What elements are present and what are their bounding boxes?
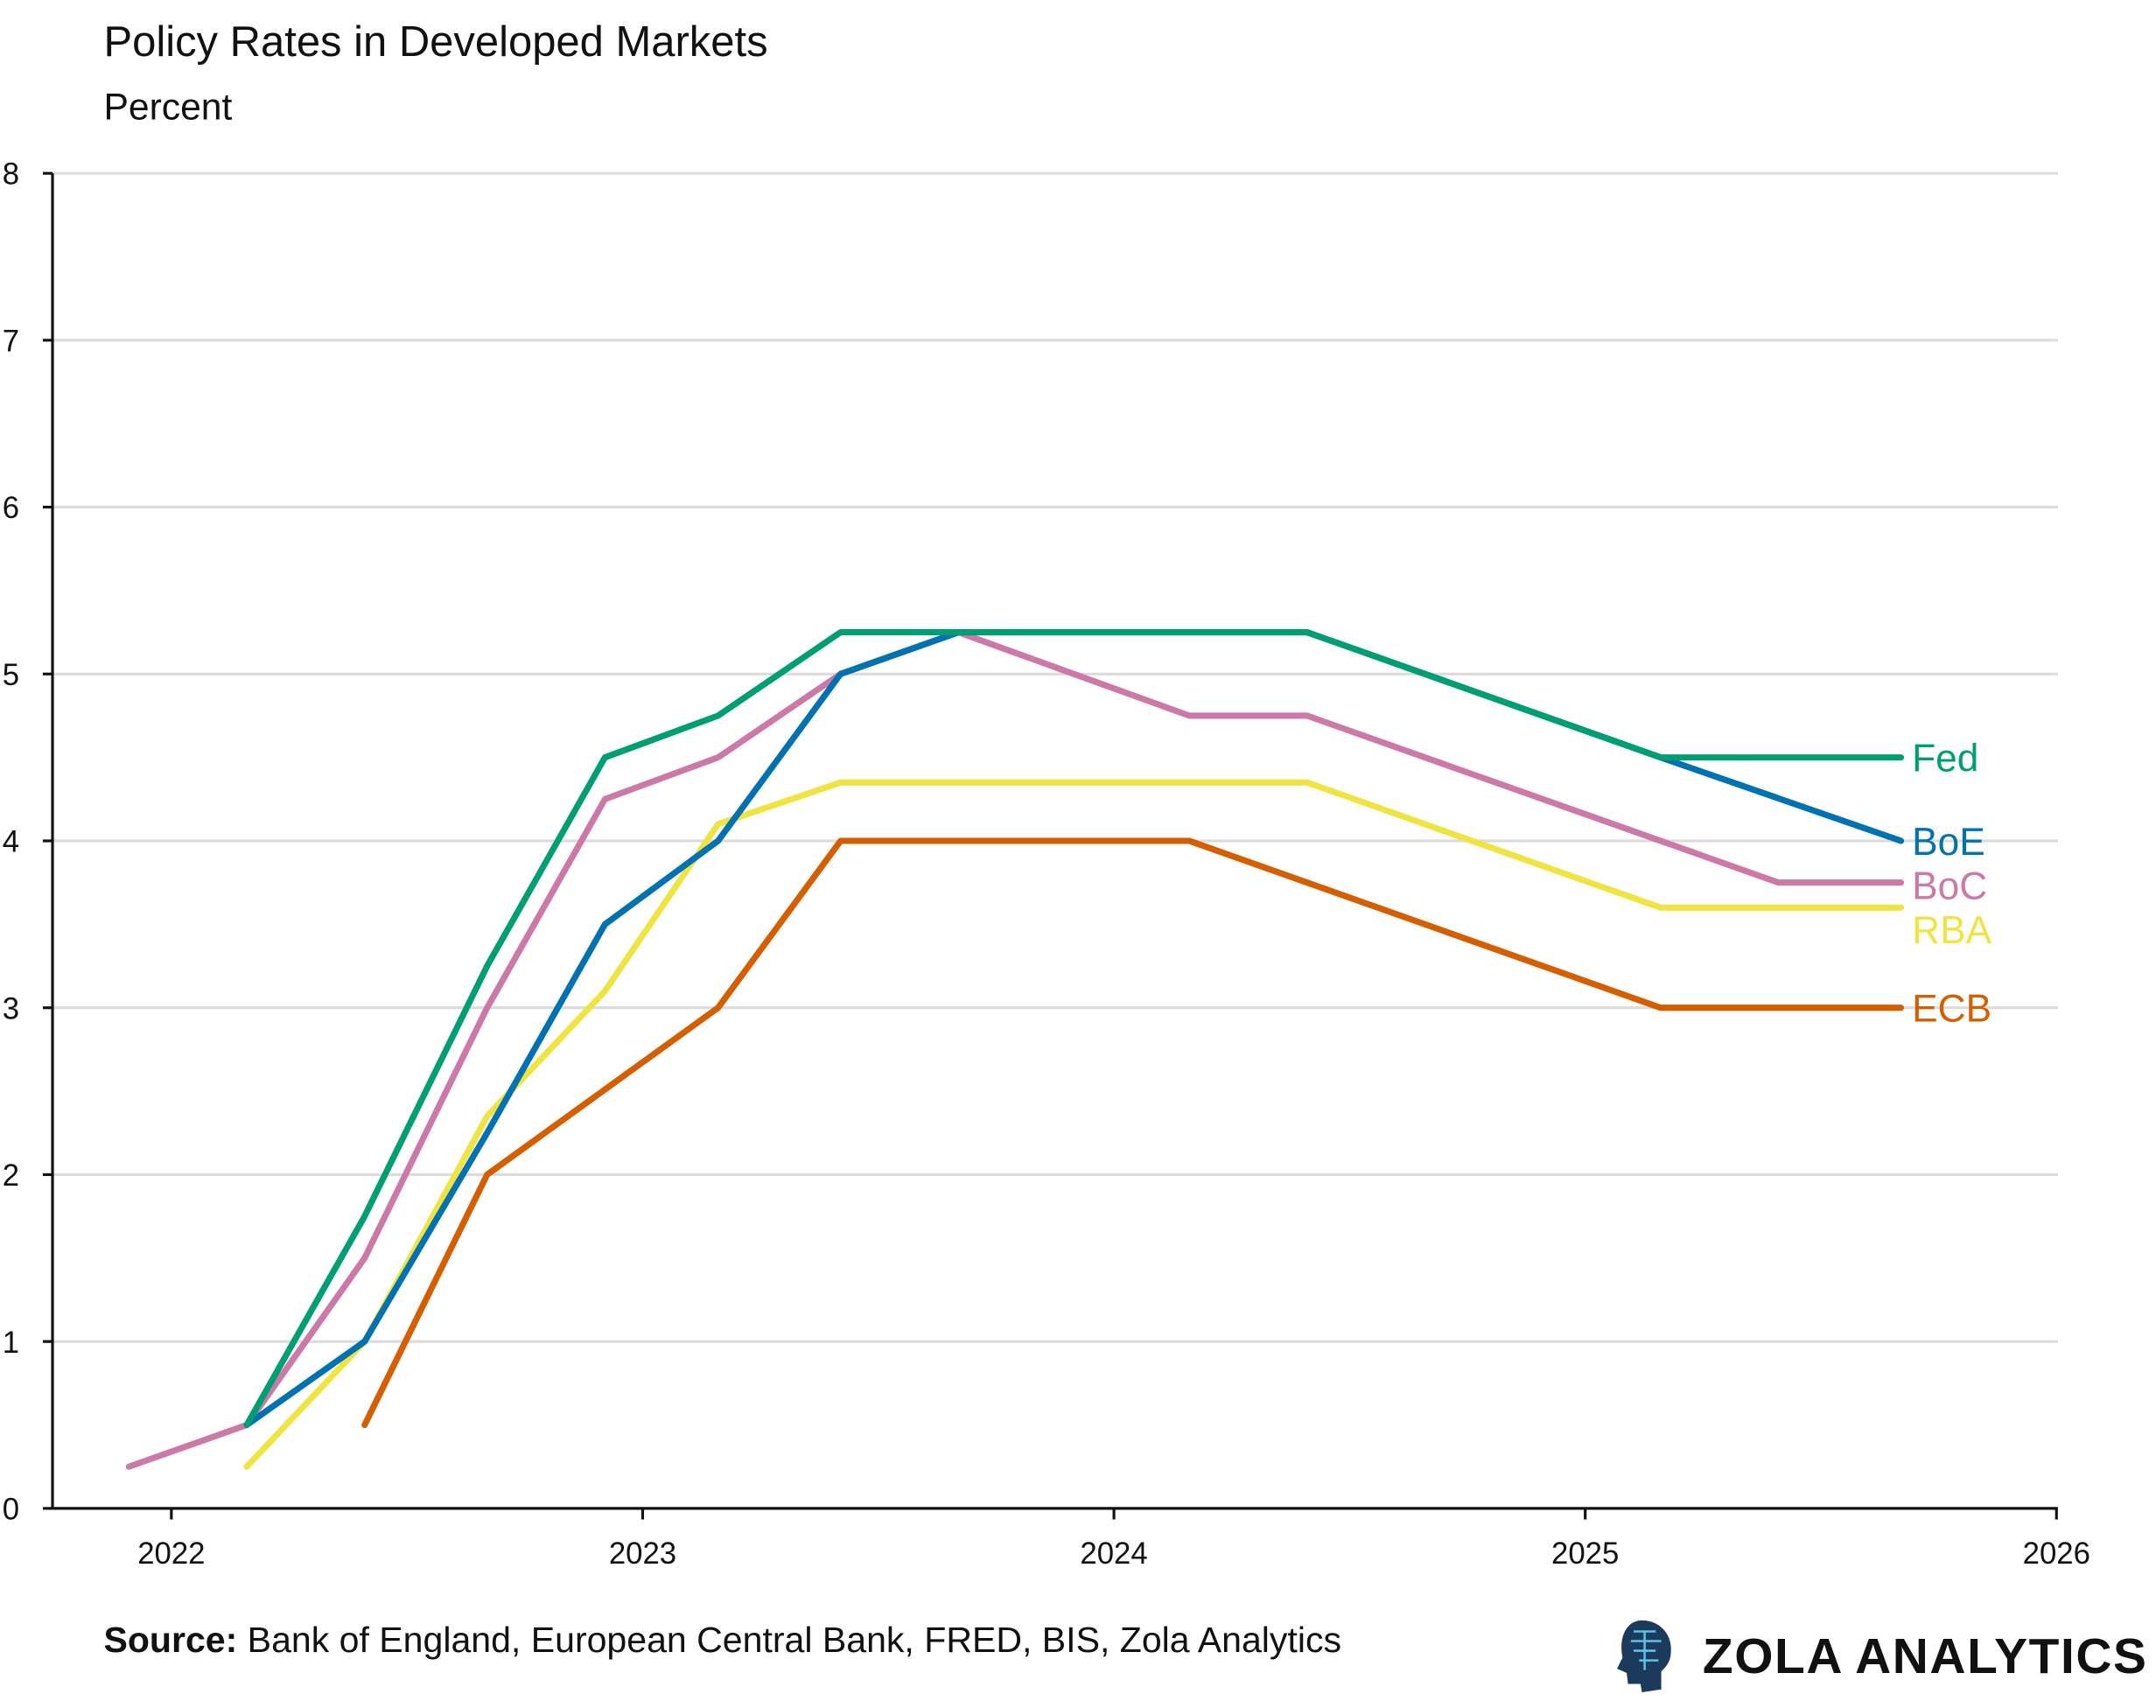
y-tick-label: 8	[3, 158, 19, 192]
y-tick-label: 6	[3, 492, 19, 525]
x-tick-label: 2024	[1080, 1537, 1147, 1571]
source-text: Bank of England, European Central Bank, …	[237, 1620, 1341, 1660]
series-lines	[125, 629, 1905, 1470]
y-tick-label: 0	[3, 1494, 19, 1527]
y-tick-label: 2	[3, 1159, 19, 1193]
y-tick-label: 7	[3, 325, 19, 358]
x-tick-label: 2026	[2023, 1537, 2090, 1571]
series-line-fed	[243, 629, 1905, 1429]
x-tick-label: 2022	[137, 1537, 205, 1571]
chart-subtitle: Percent	[103, 87, 232, 129]
x-tick-label: 2023	[609, 1537, 676, 1571]
source-label: Source:	[103, 1620, 237, 1660]
series-label-boc: BoC	[1912, 864, 1987, 907]
y-tick-label: 1	[3, 1326, 19, 1360]
chart-title: Policy Rates in Developed Markets	[103, 18, 767, 66]
logo-text: ZOLA ANALYTICS	[1703, 1629, 2148, 1684]
y-tick-label: 3	[3, 992, 19, 1026]
series-label-rba: RBA	[1912, 909, 1992, 952]
series-label-fed: Fed	[1912, 737, 1978, 780]
source-note: Source: Bank of England, European Centra…	[103, 1620, 1341, 1660]
series-label-ecb: ECB	[1912, 988, 1992, 1031]
brain-head-icon	[1617, 1620, 1671, 1692]
axes: 0 1 2 3 4 5 6 7 8 2022 2023 2024 2025 2026	[3, 158, 2090, 1571]
y-tick-label: 4	[3, 826, 19, 859]
x-tick-label: 2025	[1551, 1537, 1619, 1571]
series-line-ecb	[361, 837, 1905, 1429]
series-label-boe: BoE	[1912, 821, 1985, 864]
series-line-boe	[243, 629, 1905, 1429]
logo: ZOLA ANALYTICS	[1617, 1620, 2148, 1692]
y-tick-label: 5	[3, 659, 19, 692]
